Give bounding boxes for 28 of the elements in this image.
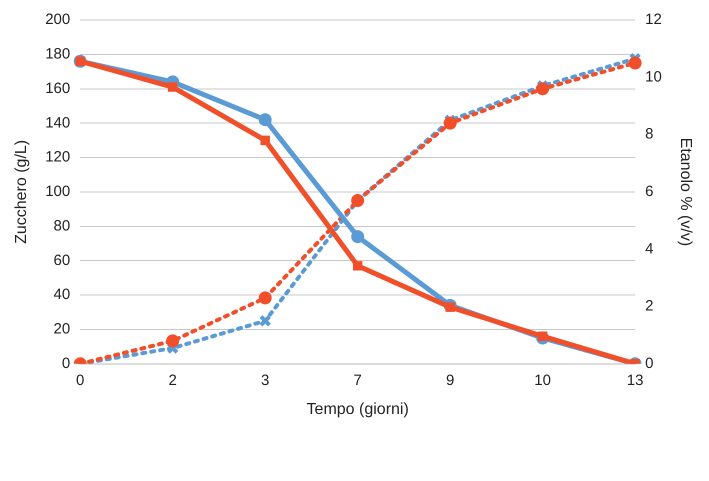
y-tick-label: 140 <box>45 114 70 132</box>
y-tick-label: 100 <box>45 183 70 200</box>
y2-tick-label: 8 <box>645 126 654 143</box>
y-tick-label: 200 <box>45 11 70 28</box>
y-tick-label: 40 <box>54 286 70 304</box>
x-axis-title: Tempo (giorni) <box>306 400 409 418</box>
y2-tick-label: 6 <box>645 183 654 200</box>
x-tick-label: 0 <box>76 372 84 389</box>
y-tick-label: 120 <box>45 148 70 166</box>
x-tick-label: 13 <box>626 372 644 389</box>
x-tick-label: 9 <box>446 372 454 389</box>
x-tick-label: 10 <box>534 372 551 389</box>
y2-tick-label: 0 <box>645 354 654 372</box>
y-tick-label: 80 <box>54 217 70 234</box>
y-tick-label: 160 <box>45 80 70 97</box>
x-tick-label: 3 <box>261 372 270 389</box>
y2-axis-title: Etanolo % (v/v) <box>676 138 694 246</box>
x-tick-label: 7 <box>354 372 362 389</box>
x-tick-label: 2 <box>168 372 177 389</box>
y2-tick-label: 10 <box>645 68 662 86</box>
y2-tick-label: 12 <box>645 11 662 28</box>
y-axis-title: Zucchero (g/L) <box>13 140 30 244</box>
y-tick-label: 0 <box>62 354 70 372</box>
y2-tick-label: 4 <box>645 240 654 258</box>
y2-tick-label: 2 <box>645 298 654 315</box>
y-tick-label: 20 <box>54 320 70 338</box>
y-tick-label: 180 <box>45 46 70 63</box>
y-tick-label: 60 <box>54 252 70 269</box>
